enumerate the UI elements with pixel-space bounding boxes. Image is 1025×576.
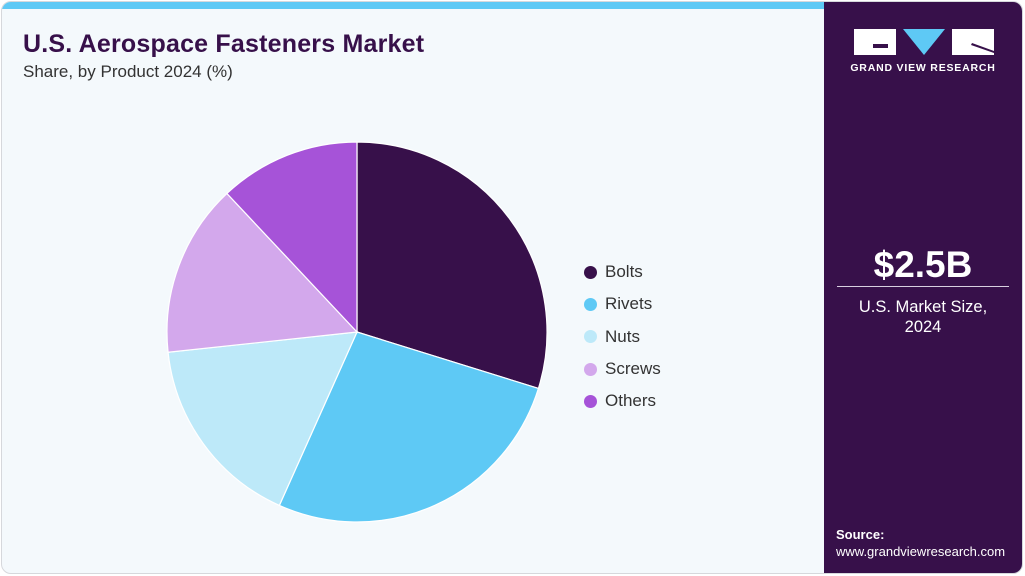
pie-slice-nuts[interactable] <box>167 331 358 507</box>
source-link[interactable]: www.grandviewresearch.com <box>836 544 1006 559</box>
caption-line-1: U.S. Market Size, <box>858 298 988 316</box>
accent-bar <box>2 2 824 9</box>
pie-slice-rivets[interactable] <box>278 331 540 523</box>
pie-slice-screws[interactable] <box>166 192 359 353</box>
grand-view-research-logo-icon <box>854 29 994 55</box>
legend-dot-icon <box>584 265 597 279</box>
market-size-value: $2.5B <box>873 244 973 285</box>
legend-label: Others <box>605 391 657 411</box>
pie-chart <box>166 141 548 523</box>
source-label: Source: <box>836 527 885 542</box>
pie-slice-bolts[interactable] <box>356 141 548 390</box>
chart-legend: Bolts Rivets Nuts Screws Others <box>584 256 661 417</box>
chart-panel: U.S. Aerospace Fasteners Market Share, b… <box>2 2 824 573</box>
divider <box>837 286 1009 287</box>
legend-dot-icon <box>584 394 597 408</box>
legend-item-others[interactable]: Others <box>584 385 661 417</box>
chart-subtitle: Share, by Product 2024 (%) <box>23 62 233 81</box>
legend-dot-icon <box>584 297 597 311</box>
legend-dot-icon <box>584 330 597 344</box>
pie-slice-others[interactable] <box>226 141 358 334</box>
legend-label: Nuts <box>605 326 640 346</box>
caption-line-2: 2024 <box>904 318 942 336</box>
chart-title: U.S. Aerospace Fasteners Market <box>23 30 425 58</box>
legend-item-nuts[interactable]: Nuts <box>584 321 661 353</box>
info-sidebar: GRAND VIEW RESEARCH $2.5B U.S. Market Si… <box>824 2 1022 573</box>
market-size-caption: U.S. Market Size, 2024 <box>824 297 1022 337</box>
logo-text: GRAND VIEW RESEARCH <box>850 62 996 74</box>
legend-label: Screws <box>605 359 661 379</box>
legend-dot-icon <box>584 362 597 376</box>
legend-item-bolts[interactable]: Bolts <box>584 256 661 288</box>
legend-label: Bolts <box>605 262 643 282</box>
legend-item-screws[interactable]: Screws <box>584 353 661 385</box>
legend-label: Rivets <box>605 294 653 314</box>
legend-item-rivets[interactable]: Rivets <box>584 288 661 320</box>
